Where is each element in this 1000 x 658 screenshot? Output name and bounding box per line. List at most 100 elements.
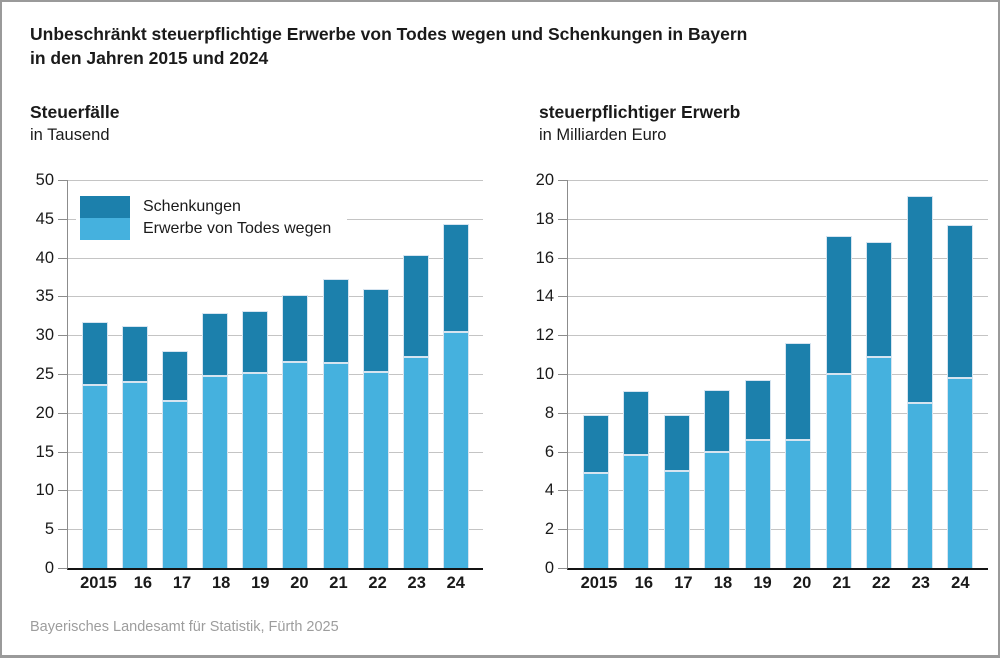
bar-row <box>568 180 988 568</box>
bar-segment-erwerbe-17 <box>162 401 189 568</box>
bar-segment-schenkungen-22 <box>866 242 893 357</box>
legend-label-schenkungen: Schenkungen <box>143 198 241 215</box>
bar-segment-schenkungen-17 <box>162 350 189 402</box>
bar-segment-erwerbe-24 <box>947 377 974 568</box>
y-axis-tick-50 <box>58 180 67 181</box>
y-axis-tick-2 <box>558 529 567 531</box>
bar-segment-schenkungen-17 <box>663 414 690 471</box>
gridline-20 <box>68 412 483 414</box>
bar-segment-erwerbe-19 <box>744 439 771 568</box>
bar-segment-schenkungen-18 <box>202 313 229 376</box>
bar-2015 <box>82 180 109 568</box>
bar-16 <box>623 180 650 568</box>
legend-swatch-erwerbe-icon <box>80 218 130 240</box>
bar-segment-schenkungen-23 <box>906 195 933 404</box>
gridline-6 <box>568 451 988 453</box>
y-axis-tick-6 <box>558 451 567 453</box>
y-axis-label-12: 12 <box>535 325 554 344</box>
bar-segment-schenkungen-20 <box>282 294 309 363</box>
gridline-12 <box>568 335 988 337</box>
x-axis-label-16: 16 <box>634 574 654 592</box>
y-axis-tick-20 <box>58 412 67 414</box>
y-axis-tick-20 <box>558 180 567 181</box>
x-axis-label-16: 16 <box>133 574 153 592</box>
y-axis-tick-18 <box>558 218 567 220</box>
y-axis-label-15: 15 <box>35 442 54 461</box>
bar-22 <box>866 180 893 568</box>
y-axis-label-4: 4 <box>544 481 554 500</box>
y-axis-tick-8 <box>558 412 567 414</box>
legend-label-erwerbe: Erwerbe von Todes wegen <box>143 220 332 237</box>
bar-segment-schenkungen-21 <box>322 279 349 364</box>
left-chart-heading: Steuerfälle in Tausend <box>30 101 119 147</box>
x-axis-label-22: 22 <box>368 574 387 592</box>
y-axis-label-30: 30 <box>35 325 54 344</box>
x-axis-label-17: 17 <box>172 574 192 592</box>
gridline-20 <box>568 180 988 181</box>
bar-21 <box>322 180 349 568</box>
bar-segment-erwerbe-17 <box>663 471 690 568</box>
bar-segment-erwerbe-21 <box>825 374 852 568</box>
y-axis-label-0: 0 <box>44 558 54 577</box>
bar-segment-schenkungen-19 <box>242 311 269 374</box>
bar-24 <box>947 180 974 568</box>
y-axis-tick-14 <box>558 296 567 298</box>
y-axis-tick-0 <box>58 568 67 569</box>
bar-2015 <box>582 180 609 568</box>
right-chart-x-axis-labels: 2015 16 17 18 19 20 21 22 23 24 <box>567 574 987 593</box>
bar-segment-erwerbe-22 <box>362 371 389 568</box>
x-axis-label-21: 21 <box>329 574 348 592</box>
y-axis-label-40: 40 <box>35 248 54 267</box>
gridline-35 <box>68 296 483 298</box>
x-axis-label-2015: 2015 <box>580 574 618 592</box>
bar-18 <box>704 180 731 568</box>
y-axis-label-50: 50 <box>35 170 54 189</box>
bar-segment-erwerbe-21 <box>322 363 349 568</box>
bar-segment-erwerbe-2015 <box>82 384 109 568</box>
right-chart-title: steuerpflichtiger Erwerb <box>539 102 741 122</box>
y-axis-label-16: 16 <box>535 248 554 267</box>
gridline-10 <box>68 490 483 492</box>
gridline-18 <box>568 218 988 220</box>
legend-swatch-schenkungen-icon <box>80 196 130 218</box>
y-axis-label-8: 8 <box>544 403 554 422</box>
x-axis-label-23: 23 <box>911 574 930 592</box>
bar-segment-schenkungen-16 <box>623 391 650 456</box>
bar-segment-erwerbe-19 <box>242 373 269 568</box>
page-title-line2: in den Jahren 2015 und 2024 <box>30 48 269 68</box>
y-axis-label-10: 10 <box>35 481 54 500</box>
bar-segment-erwerbe-2015 <box>582 472 609 568</box>
y-axis-tick-30 <box>58 335 67 337</box>
bar-segment-erwerbe-23 <box>906 403 933 568</box>
bar-segment-schenkungen-16 <box>122 325 149 382</box>
y-axis-tick-10 <box>58 490 67 492</box>
x-axis-label-24: 24 <box>446 574 465 592</box>
bar-segment-erwerbe-22 <box>866 356 893 568</box>
gridline-25 <box>68 374 483 375</box>
y-axis-label-6: 6 <box>544 442 554 461</box>
bar-segment-schenkungen-22 <box>362 288 389 372</box>
y-axis-tick-40 <box>58 257 67 259</box>
bar-20 <box>785 180 812 568</box>
source-credit: Bayerisches Landesamt für Statistik, Für… <box>30 619 339 635</box>
y-axis-label-14: 14 <box>535 287 554 306</box>
legend-row-erwerbe: Erwerbe von Todes wegen <box>80 218 331 240</box>
bar-16 <box>122 180 149 568</box>
legend-row-schenkungen: Schenkungen <box>80 196 331 218</box>
gridline-2 <box>568 529 988 531</box>
left-chart-unit: in Tausend <box>30 126 110 144</box>
x-axis-label-18: 18 <box>211 574 231 592</box>
right-chart-plot-area: 0 2 4 6 8 10 12 14 16 18 20 <box>536 172 988 576</box>
bar-segment-erwerbe-24 <box>442 332 469 568</box>
bar-19 <box>744 180 771 568</box>
gridline-14 <box>568 296 988 298</box>
y-axis-label-20: 20 <box>35 403 54 422</box>
x-axis-label-20: 20 <box>792 574 812 592</box>
bar-segment-schenkungen-23 <box>402 255 429 357</box>
bar-17 <box>162 180 189 568</box>
left-chart-title: Steuerfälle <box>30 102 120 122</box>
y-axis-label-20: 20 <box>535 170 554 189</box>
y-axis-tick-0 <box>558 568 567 569</box>
bar-segment-erwerbe-16 <box>122 381 149 568</box>
